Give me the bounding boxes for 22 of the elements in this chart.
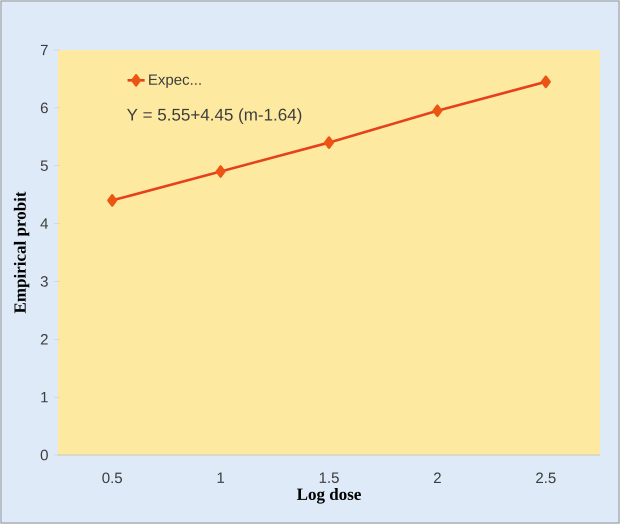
point (107, 194, 118, 207)
y-axis-title: Empirical probit (14, 192, 30, 314)
y-tick-label: 3 (40, 276, 48, 287)
y-tick-label: 5 (40, 160, 48, 171)
y-tick-label: 7 (40, 44, 48, 56)
annotation: Y = 5.55+4.45 (m-1.64) (126, 108, 302, 124)
x-tick-label: 2 (434, 472, 441, 484)
y-tick-label: 1 (41, 392, 48, 402)
y-tick-label: 6 (40, 102, 48, 114)
point (540, 76, 551, 88)
x-tick-label: 1 (218, 472, 224, 483)
x-tick-label: 0.5 (102, 472, 122, 484)
point (432, 104, 442, 118)
y-tick-label: 0 (40, 450, 48, 460)
x-tick-label: 1.5 (320, 472, 339, 483)
point (324, 136, 334, 149)
y-tick-label: 4 (40, 218, 48, 229)
point (216, 165, 226, 178)
x-tick-label: 2.5 (536, 472, 556, 484)
legend-label: Expec... (149, 74, 201, 88)
y-tick-label: 2 (40, 334, 48, 345)
x-axis-title: Log dose (296, 488, 361, 504)
